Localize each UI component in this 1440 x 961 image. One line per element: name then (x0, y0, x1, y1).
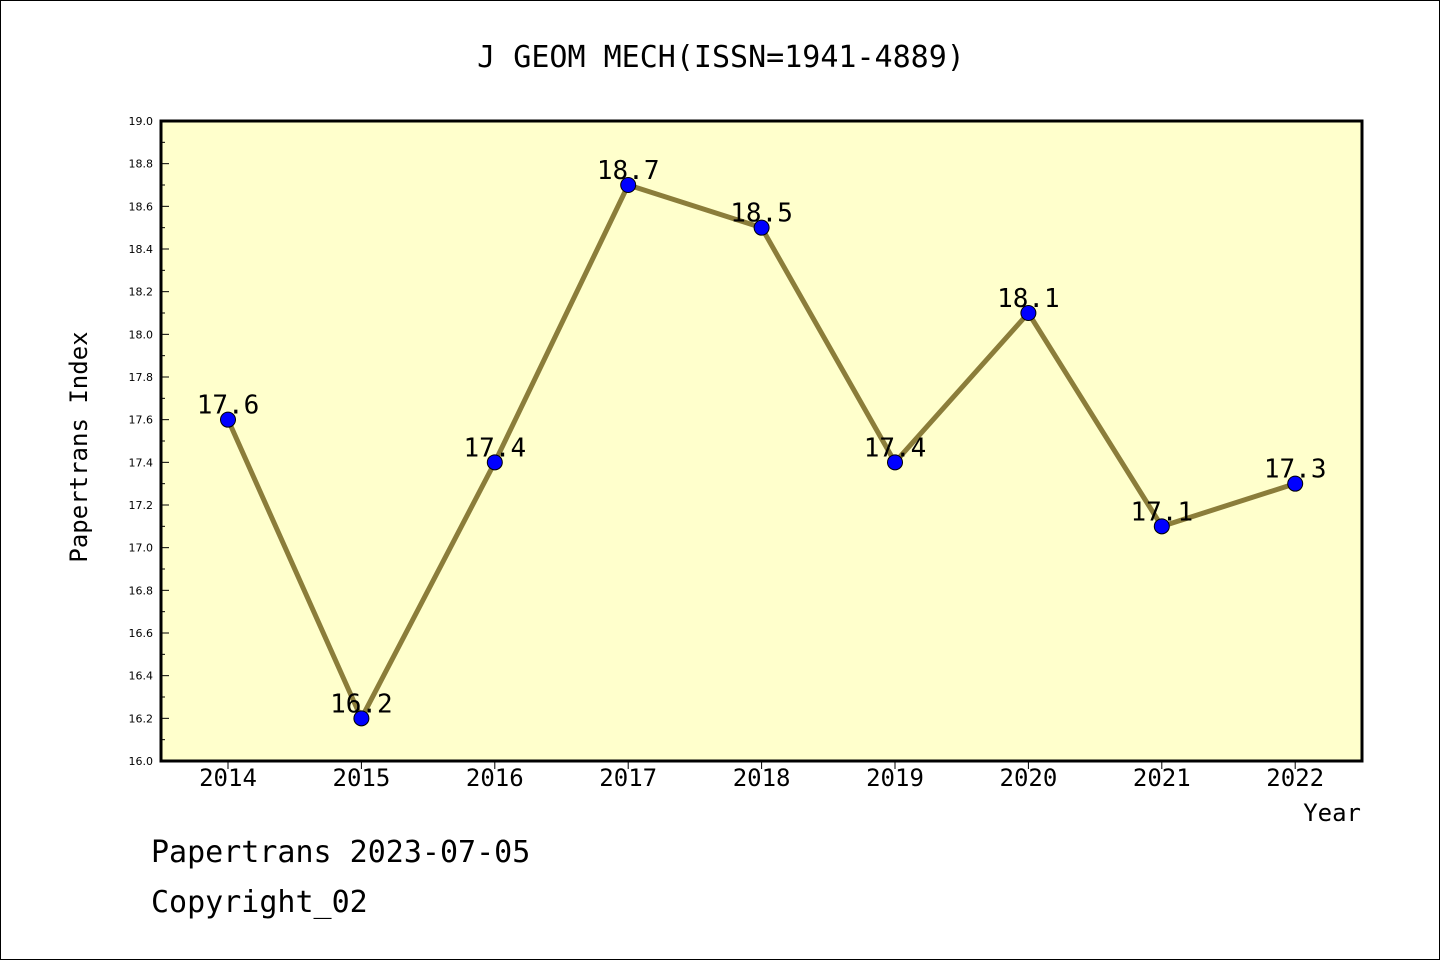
data-label: 18.7 (597, 156, 660, 186)
y-tick-label: 19.0 (129, 115, 154, 128)
y-tick-label: 18.6 (129, 200, 154, 213)
y-tick-label: 17.6 (129, 414, 154, 427)
x-tick-label: 2022 (1266, 764, 1324, 792)
x-tick-label: 2021 (1133, 764, 1191, 792)
data-label: 17.4 (864, 433, 927, 463)
data-point (887, 454, 903, 471)
y-tick-label: 17.8 (129, 371, 154, 384)
data-point (486, 454, 503, 471)
data-point (353, 710, 370, 727)
y-axis: 16.0 16.2 16.4 16.6 16.8 17.0 17.2 17.4 17.6 17.8… (129, 115, 169, 768)
y-tick-label: 17.0 (129, 542, 154, 555)
y-tick-label: 17.2 (129, 499, 154, 512)
data-point (620, 177, 637, 193)
y-tick-label: 16.8 (129, 584, 154, 597)
data-label: 17.1 (1130, 497, 1193, 527)
x-tick-label: 2016 (466, 764, 524, 792)
x-tick-label: 2020 (1000, 764, 1058, 792)
y-tick-label: 18.8 (129, 158, 154, 171)
y-axis-label: Papertrans Index (65, 331, 93, 562)
x-axis-label: Year (1303, 799, 1361, 827)
y-tick-label: 16.0 (129, 755, 154, 768)
y-tick-label: 16.6 (129, 627, 154, 640)
y-tick-label: 16.2 (129, 712, 154, 725)
y-tick-label: 16.4 (129, 670, 154, 683)
chart-title: J GEOM MECH(ISSN=1941-4889) (477, 40, 965, 75)
data-label: 17.3 (1264, 455, 1327, 485)
data-label: 18.5 (730, 199, 793, 229)
x-tick-label: 2018 (733, 764, 791, 792)
y-tick-label: 18.2 (129, 286, 154, 299)
y-tick-label: 17.4 (129, 456, 154, 469)
series-1: 17.6 16.2 17.4 18.7 18.5 17.4 18.1 17.1 17.3 (197, 156, 1327, 727)
data-point (1020, 305, 1037, 321)
data-label: 18.1 (997, 284, 1060, 314)
data-point (1287, 475, 1304, 492)
footer-copyright: Copyright_02 (151, 885, 368, 920)
x-axis: 2014 2015 2016 2017 2018 2019 2020 2021 2022 (199, 761, 1324, 792)
data-point (220, 411, 236, 428)
data-point (753, 219, 770, 236)
x-tick-label: 2019 (866, 764, 924, 792)
data-point (1153, 518, 1170, 535)
data-label: 17.4 (463, 433, 526, 463)
footer-date: Papertrans 2023-07-05 (151, 835, 531, 870)
x-tick-label: 2015 (333, 764, 391, 792)
y-tick-label: 18.4 (129, 243, 154, 256)
x-tick-label: 2014 (199, 764, 257, 792)
y-tick-label: 18.0 (129, 328, 154, 341)
data-label: 16.2 (330, 689, 393, 719)
x-tick-label: 2017 (599, 764, 657, 792)
data-label: 17.6 (197, 391, 260, 421)
